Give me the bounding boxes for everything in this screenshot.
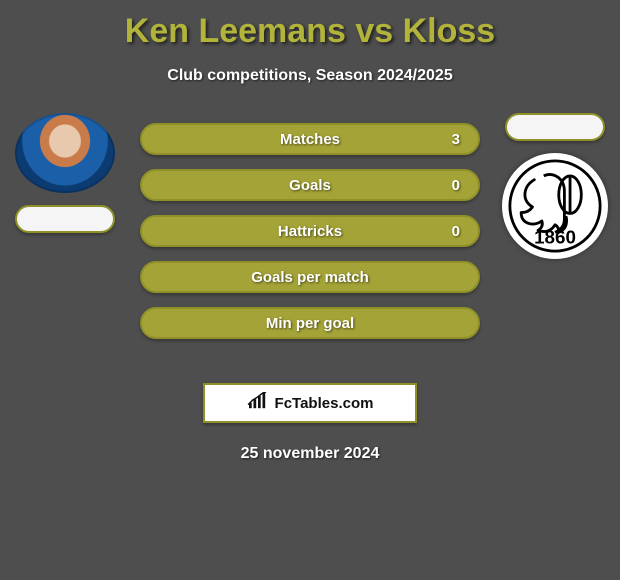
- stat-label: Hattricks: [278, 223, 342, 240]
- stat-label: Goals per match: [251, 269, 369, 286]
- chart-icon: [247, 392, 269, 415]
- stat-row-goals-per-match: Goals per match: [140, 261, 480, 293]
- stat-label: Goals: [289, 177, 331, 194]
- stat-label: Matches: [280, 131, 340, 148]
- left-player-name-pill: [15, 205, 115, 233]
- right-player-name-pill: [505, 113, 605, 141]
- left-player-avatar: [15, 113, 115, 193]
- footer-label: FcTables.com: [275, 395, 374, 412]
- stat-label: Min per goal: [266, 315, 354, 332]
- stat-left-value: 0: [452, 177, 460, 194]
- stat-row-hattricks: Hattricks 0: [140, 215, 480, 247]
- left-player-column: [10, 113, 120, 233]
- stat-row-min-per-goal: Min per goal: [140, 307, 480, 339]
- stat-row-goals: Goals 0: [140, 169, 480, 201]
- crest-year: 1860: [534, 227, 576, 248]
- stat-rows: Matches 3 Goals 0 Hattricks 0 Goals per …: [140, 123, 480, 339]
- comparison-area: 1860 Matches 3 Goals 0 Hattricks 0 Goals…: [0, 123, 620, 383]
- date-line: 25 november 2024: [0, 445, 620, 463]
- stat-left-value: 0: [452, 223, 460, 240]
- stat-left-value: 3: [452, 131, 460, 148]
- footer-attribution[interactable]: FcTables.com: [203, 383, 417, 423]
- subtitle: Club competitions, Season 2024/2025: [0, 67, 620, 85]
- stat-row-matches: Matches 3: [140, 123, 480, 155]
- right-player-column: 1860: [500, 113, 610, 259]
- right-player-club-crest: 1860: [502, 153, 608, 259]
- page-title: Ken Leemans vs Kloss: [0, 0, 620, 51]
